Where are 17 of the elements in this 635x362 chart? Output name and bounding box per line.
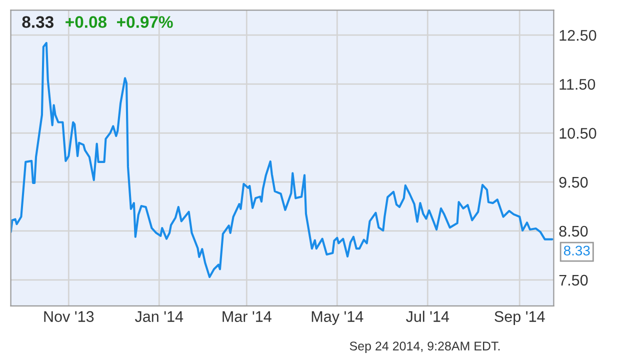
annotation: 8.33 xyxy=(564,246,590,256)
x-tick-label: Nov '13 xyxy=(44,311,94,322)
x-tick-label: May '14 xyxy=(312,311,364,325)
x-tick-label: Sep '14 xyxy=(494,311,545,325)
chart-title: 8.33 xyxy=(22,16,54,28)
x-tick-label: Mar '14 xyxy=(222,311,272,322)
text: Sep 24 2014, 9:28AM EDT. xyxy=(350,342,500,353)
y-tick-label: 9.50 xyxy=(559,176,588,188)
y-tick-label: 10.50 xyxy=(560,128,596,139)
x-tick-label: Jan '14 xyxy=(134,311,184,322)
line-series xyxy=(10,42,554,278)
x-tick-label: Jul '14 xyxy=(406,310,450,322)
chart-subtitle: +0.08 +0.97% xyxy=(66,16,173,28)
y-tick-label: 12.50 xyxy=(560,30,596,41)
y-tick-label: 7.50 xyxy=(559,274,588,286)
y-tick-label: 8.50 xyxy=(559,226,588,237)
y-tick-label: 11.50 xyxy=(560,78,596,90)
